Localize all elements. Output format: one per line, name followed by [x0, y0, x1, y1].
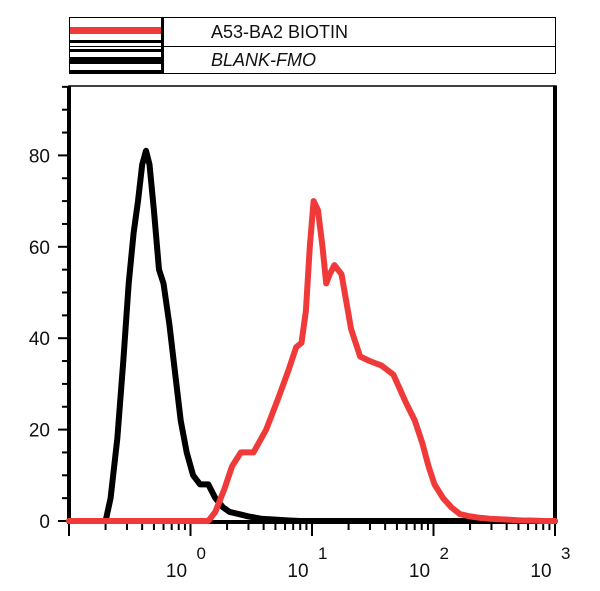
y-tick-label: 0	[39, 512, 50, 533]
y-tick-label: 60	[29, 238, 50, 259]
svg-text:10: 10	[530, 561, 551, 582]
svg-text:3: 3	[561, 544, 570, 563]
plot-frame	[68, 85, 557, 523]
y-tick-labels: 0 20 40 60 80	[29, 146, 50, 533]
legend-item-blank-fmo: BLANK-FMO	[70, 46, 555, 74]
legend-label: A53-BA2 BIOTIN	[211, 22, 349, 42]
y-tick-label: 20	[29, 421, 50, 442]
legend-item-a53-ba2-biotin: A53-BA2 BIOTIN	[70, 18, 555, 47]
legend-label: BLANK-FMO	[211, 50, 317, 70]
svg-text:10: 10	[166, 561, 187, 582]
svg-text:1: 1	[318, 544, 327, 563]
series-blank-fmo	[66, 147, 558, 524]
x-tick-label: 10 1	[287, 544, 327, 582]
svg-text:0: 0	[197, 544, 206, 563]
x-ticks	[68, 522, 556, 536]
x-tick-label: 10 2	[409, 544, 449, 582]
svg-text:2: 2	[440, 544, 449, 563]
x-tick-label: 10 0	[166, 544, 206, 582]
x-tick-labels: 10 0 10 1 10 2 10 3	[166, 544, 571, 582]
svg-text:10: 10	[287, 561, 308, 582]
legend-swatch-red	[70, 18, 164, 46]
y-ticks	[58, 85, 69, 522]
series-a53-ba2-biotin	[66, 198, 558, 524]
svg-text:10: 10	[409, 561, 430, 582]
x-tick-label: 10 3	[530, 544, 570, 582]
y-tick-label: 40	[29, 329, 50, 350]
legend: A53-BA2 BIOTIN BLANK-FMO	[69, 17, 556, 74]
y-tick-label: 80	[29, 146, 50, 167]
legend-swatch-black	[70, 46, 164, 74]
